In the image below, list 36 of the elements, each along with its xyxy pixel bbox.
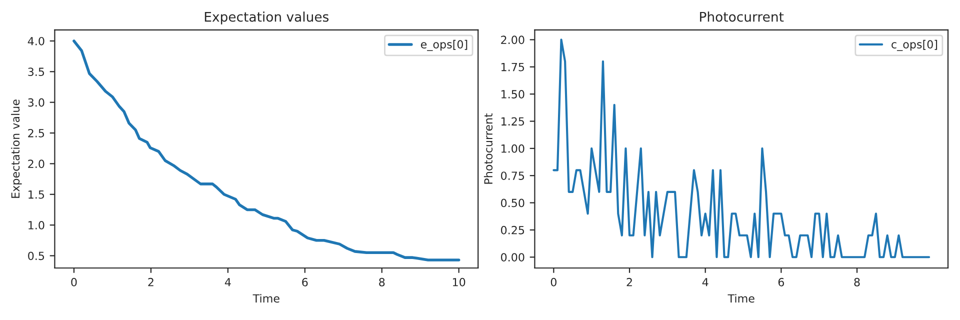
y-tick-label: 1.25 xyxy=(501,117,524,126)
x-tick-label: 2 xyxy=(626,278,632,286)
y-tick-label: 1.0 xyxy=(28,221,44,230)
x-tick-label: 6 xyxy=(778,278,784,286)
y-tick-label: 1.50 xyxy=(501,90,524,98)
x-axis-title: Time xyxy=(728,294,754,303)
y-tick-label: 2.00 xyxy=(501,36,524,44)
legend-label: c_ops[0] xyxy=(892,40,938,51)
y-tick-label: 3.5 xyxy=(28,68,44,76)
y-tick-label: 0.25 xyxy=(500,226,524,234)
y-tick-label: 1.75 xyxy=(501,63,524,72)
x-axis-title: Time xyxy=(252,294,280,303)
x-tick-label: 4 xyxy=(224,278,231,286)
y-tick-label: 1.00 xyxy=(501,144,524,153)
y-tick-label: 0.75 xyxy=(500,172,524,180)
y-tick-label: 2.5 xyxy=(28,128,44,138)
x-tick-label: 2 xyxy=(148,278,154,286)
x-tick-label: 0 xyxy=(71,278,77,286)
y-tick-label: 3.0 xyxy=(28,98,44,107)
y-tick-label: 0.5 xyxy=(28,252,44,260)
y-axis-title: Photocurrent xyxy=(484,113,493,184)
x-tick-label: 6 xyxy=(302,278,308,286)
y-tick-label: 0.00 xyxy=(500,253,524,262)
y-tick-label: 2.0 xyxy=(28,160,44,168)
chart-title: Expectation values xyxy=(204,12,329,24)
x-tick-label: 0 xyxy=(550,278,556,286)
x-tick-label: 8 xyxy=(379,278,385,286)
x-tick-label: 10 xyxy=(452,278,466,286)
y-tick-label: 4.0 xyxy=(28,36,44,46)
y-tick-label: 0.50 xyxy=(500,198,524,208)
legend-label: e_ops[0] xyxy=(420,40,468,51)
y-axis-title: Expectation value xyxy=(11,100,22,198)
x-tick-label: 4 xyxy=(702,278,708,286)
x-tick-label: 8 xyxy=(854,278,860,286)
y-tick-label: 1.5 xyxy=(28,190,44,199)
chart-title: Photocurrent xyxy=(700,12,784,22)
